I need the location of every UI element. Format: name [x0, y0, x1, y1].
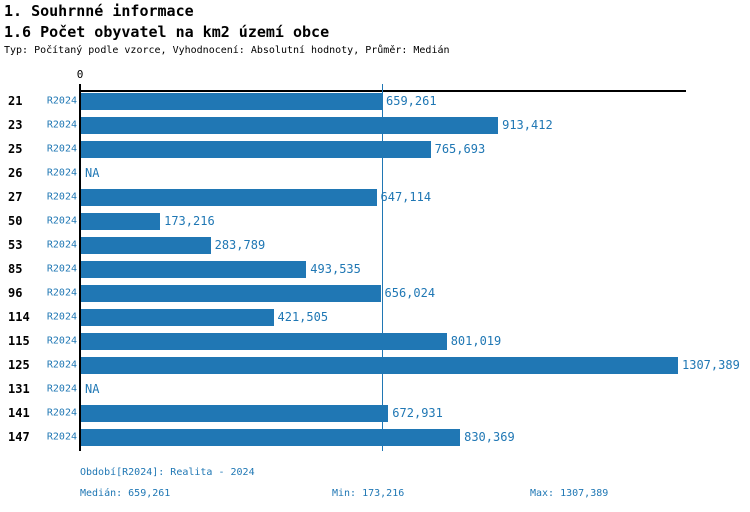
row-id-label: 50 — [8, 214, 23, 228]
median-stat: Medián: 659,261 — [80, 488, 171, 499]
row-id-label: 147 — [8, 430, 30, 444]
chart-meta: Typ: Počítaný podle vzorce, Vyhodnocení:… — [4, 45, 450, 56]
na-label: NA — [85, 166, 100, 180]
row-period-label: R2024 — [46, 287, 77, 299]
median-line — [382, 84, 383, 451]
row-period-label: R2024 — [46, 311, 77, 323]
row-id-label: 53 — [8, 238, 23, 252]
row-id-label: 115 — [8, 334, 30, 348]
value-bar — [81, 404, 389, 422]
chart-row: 50 R2024 173,216 — [0, 209, 750, 233]
row-id-label: 21 — [8, 94, 23, 108]
row-period-label: R2024 — [46, 143, 77, 155]
report-title: 1. Souhrnné informace — [4, 2, 194, 20]
row-period-label: R2024 — [46, 239, 77, 251]
row-id-label: 85 — [8, 262, 23, 276]
bar-value-label: 283,789 — [214, 238, 266, 252]
row-id-label: 114 — [8, 310, 30, 324]
row-period-label: R2024 — [46, 431, 77, 443]
value-bar — [81, 428, 461, 446]
value-bar — [81, 332, 447, 350]
bar-value-label: 1307,389 — [682, 358, 740, 372]
value-bar — [81, 260, 307, 278]
row-period-label: R2024 — [46, 191, 77, 203]
bar-value-label: 913,412 — [502, 118, 553, 132]
value-bar — [81, 116, 499, 134]
row-id-label: 25 — [8, 142, 23, 156]
bar-value-label: 421,505 — [277, 310, 329, 324]
chart-row: 131 R2024 NA — [0, 377, 750, 401]
row-id-label: 27 — [8, 190, 23, 204]
row-period-label: R2024 — [46, 215, 77, 227]
value-bar — [81, 188, 377, 206]
row-period-label: R2024 — [46, 407, 77, 419]
bar-value-label: 830,369 — [464, 430, 515, 444]
bar-value-label: 659,261 — [386, 94, 437, 108]
bar-value-label: 493,535 — [310, 262, 361, 276]
value-bar — [81, 212, 161, 230]
row-period-label: R2024 — [46, 119, 77, 131]
row-period-label: R2024 — [46, 95, 77, 107]
na-label: NA — [85, 382, 100, 396]
period-legend: Období[R2024]: Realita - 2024 — [80, 467, 255, 478]
bar-value-label: 672,931 — [392, 406, 443, 420]
bar-value-label: 647,114 — [380, 190, 432, 204]
row-id-label: 26 — [8, 166, 23, 180]
max-stat: Max: 1307,389 — [530, 488, 609, 499]
value-bar — [81, 284, 381, 302]
chart-row: 26 R2024 NA — [0, 161, 750, 185]
row-period-label: R2024 — [46, 263, 77, 275]
chart-rows: 21 R2024 659,261 23 R2024 913,412 25 R2024 765,6… — [0, 89, 750, 449]
bar-value-label: 656,024 — [384, 286, 436, 300]
chart-row: 96 R2024 656,024 — [0, 281, 750, 305]
chart-row: 27 R2024 647,114 — [0, 185, 750, 209]
row-id-label: 23 — [8, 118, 23, 132]
chart-row: 147 R2024 830,369 — [0, 425, 750, 449]
bar-value-label: 765,693 — [434, 142, 486, 156]
row-id-label: 141 — [8, 406, 30, 420]
chart-row: 85 R2024 493,535 — [0, 257, 750, 281]
chart-row: 115 R2024 801,019 — [0, 329, 750, 353]
row-period-label: R2024 — [46, 335, 77, 347]
x-axis-zero-label: 0 — [76, 68, 84, 81]
value-bar — [81, 308, 274, 326]
chart-row: 23 R2024 913,412 — [0, 113, 750, 137]
value-bar — [81, 356, 678, 374]
chart-row: 25 R2024 765,693 — [0, 137, 750, 161]
value-bar — [81, 140, 431, 158]
bar-value-label: 173,216 — [164, 214, 215, 228]
min-stat: Min: 173,216 — [332, 488, 405, 499]
value-bar — [81, 92, 382, 110]
row-id-label: 131 — [8, 382, 30, 396]
chart-row: 53 R2024 283,789 — [0, 233, 750, 257]
row-id-label: 125 — [8, 358, 30, 372]
value-bar — [81, 236, 211, 254]
row-period-label: R2024 — [46, 359, 77, 371]
chart-title: 1.6 Počet obyvatel na km2 území obce — [4, 23, 330, 41]
row-period-label: R2024 — [46, 167, 77, 179]
row-period-label: R2024 — [46, 383, 77, 395]
bar-value-label: 801,019 — [450, 334, 502, 348]
row-id-label: 96 — [8, 286, 23, 300]
chart-row: 114 R2024 421,505 — [0, 305, 750, 329]
chart-row: 21 R2024 659,261 — [0, 89, 750, 113]
chart-row: 125 R2024 1307,389 — [0, 353, 750, 377]
chart-row: 141 R2024 672,931 — [0, 401, 750, 425]
y-axis-line — [79, 84, 81, 451]
